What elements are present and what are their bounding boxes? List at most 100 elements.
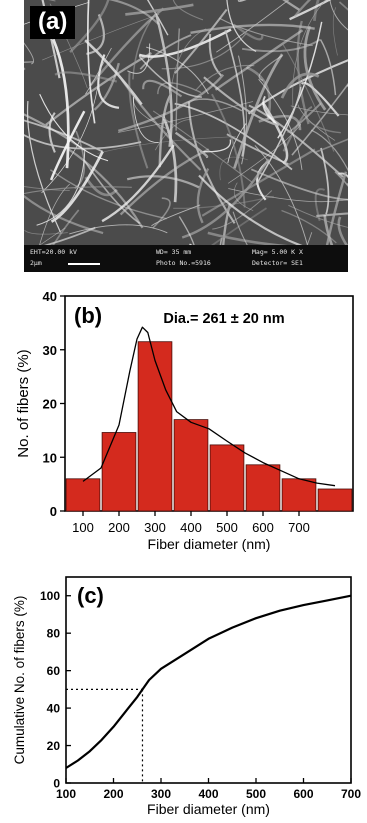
cumulative-curve xyxy=(65,594,352,769)
sem-fiber xyxy=(84,176,118,197)
histogram-bar xyxy=(101,432,137,512)
sem-scale-bar xyxy=(68,263,100,265)
sem-fiber xyxy=(36,149,86,226)
y-tick-label-c: 20 xyxy=(47,739,61,753)
sem-fiber xyxy=(255,86,302,185)
sem-fiber xyxy=(152,110,253,184)
sem-fiber xyxy=(258,55,283,81)
sem-fiber xyxy=(175,28,180,131)
sem-fiber xyxy=(174,131,209,158)
sem-fiber xyxy=(281,209,337,244)
sem-fiber xyxy=(214,29,304,91)
x-tick-label-c: 400 xyxy=(198,787,218,801)
y-tick-label-c: 100 xyxy=(40,589,60,603)
sem-fiber xyxy=(93,62,120,111)
sem-fiber xyxy=(293,0,312,18)
sem-fiber-image xyxy=(24,0,348,245)
sem-fiber xyxy=(174,102,293,171)
sem-fiber xyxy=(67,148,144,229)
sem-fiber xyxy=(132,12,157,80)
y-axis-label-b: No. of fibers (%) xyxy=(15,349,32,457)
sem-fiber xyxy=(288,204,348,228)
sem-fiber xyxy=(296,20,310,125)
panel-label-b: (b) xyxy=(74,303,102,328)
sem-info-bar: EHT=20.00 kV 2µm WD= 35 mm Photo No.=591… xyxy=(24,245,348,272)
sem-fiber xyxy=(280,72,320,99)
sem-fiber xyxy=(84,39,143,106)
histogram-bar xyxy=(137,341,173,512)
sem-fiber xyxy=(142,79,183,98)
sem-fiber xyxy=(224,30,246,157)
sem-fiber xyxy=(334,171,348,187)
sem-eht: EHT=20.00 kV xyxy=(30,248,77,256)
x-tick-label-c: 100 xyxy=(56,787,76,801)
sem-fiber xyxy=(313,0,320,22)
sem-micrograph-panel: (a) EHT=20.00 kV 2µm WD= 35 mm Photo No.… xyxy=(24,0,348,272)
x-tick-label-c: 200 xyxy=(103,787,123,801)
y-axis-label-c: Cumulative No. of fibers (%) xyxy=(12,596,27,765)
sem-fiber xyxy=(154,119,192,151)
sem-fiber xyxy=(194,64,255,91)
sem-fiber xyxy=(250,168,348,201)
sem-fiber xyxy=(86,13,105,55)
sem-fiber xyxy=(219,237,223,245)
sem-fiber xyxy=(54,71,118,83)
x-axis-label-b: Fiber diameter (nm) xyxy=(148,536,271,552)
sem-scale-label: 2µm xyxy=(30,259,42,267)
x-tick-label-b: 400 xyxy=(180,520,202,535)
diameter-annotation: Dia.= 261 ± 20 nm xyxy=(163,311,284,327)
x-tick-label-b: 200 xyxy=(108,520,130,535)
x-tick-label-b: 100 xyxy=(72,520,94,535)
sem-fiber xyxy=(157,82,202,95)
sem-fiber xyxy=(227,123,247,164)
sem-wd: WD= 35 mm xyxy=(156,248,192,256)
histogram-bar xyxy=(317,488,353,512)
sem-fiber xyxy=(238,55,247,165)
y-tick-label-b: 0 xyxy=(50,504,57,519)
y-tick-label-b: 30 xyxy=(43,343,57,358)
x-axis-label-c: Fiber diameter (nm) xyxy=(147,801,270,817)
sem-fiber xyxy=(198,174,303,245)
sem-fiber xyxy=(211,207,268,245)
sem-fiber xyxy=(196,168,210,224)
sem-fiber xyxy=(208,33,222,77)
sem-fiber xyxy=(222,203,232,245)
y-tick-label-c: 0 xyxy=(53,777,60,791)
sem-fiber xyxy=(254,145,308,245)
sem-fiber xyxy=(310,129,348,172)
sem-fiber xyxy=(74,130,86,190)
sem-fiber xyxy=(127,43,151,74)
sem-fiber xyxy=(174,8,228,74)
sem-fiber xyxy=(50,150,104,223)
sem-fiber xyxy=(211,93,246,208)
sem-fiber xyxy=(24,42,34,65)
sem-fiber xyxy=(86,0,96,124)
sem-fiber xyxy=(226,0,257,52)
fit-curve xyxy=(82,326,336,487)
sem-fiber xyxy=(289,0,332,21)
sem-fiber xyxy=(43,226,96,245)
sem-fiber xyxy=(282,105,313,152)
sem-fiber xyxy=(232,23,264,41)
sem-fiber xyxy=(258,78,303,170)
sem-fiber xyxy=(161,33,247,70)
sem-fiber xyxy=(41,75,100,194)
sem-fiber xyxy=(146,0,169,36)
sem-fiber xyxy=(83,159,141,225)
histogram-bar xyxy=(65,478,101,512)
sem-fiber xyxy=(337,216,348,245)
sem-fiber xyxy=(287,102,322,133)
y-tick-label-b: 20 xyxy=(43,397,57,412)
x-tick-label-b: 300 xyxy=(144,520,166,535)
sem-fiber xyxy=(303,25,327,111)
y-tick-label-b: 40 xyxy=(43,289,57,304)
sem-fiber xyxy=(332,7,338,56)
sem-fiber-network xyxy=(24,0,348,245)
sem-fiber xyxy=(323,214,334,245)
sem-fiber xyxy=(108,0,160,25)
sem-fiber xyxy=(101,144,175,223)
x-tick-label-c: 600 xyxy=(293,787,313,801)
sem-fiber xyxy=(52,209,80,245)
x-tick-label-b: 600 xyxy=(252,520,274,535)
sem-fiber xyxy=(329,0,348,31)
